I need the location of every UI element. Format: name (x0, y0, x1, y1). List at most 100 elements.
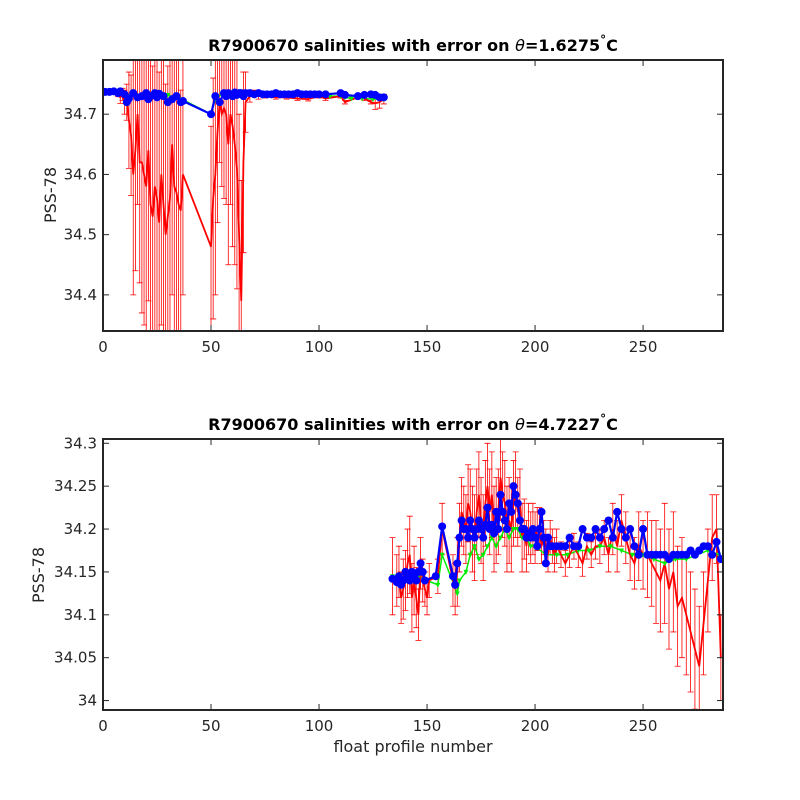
bottom-calibrated-point (535, 525, 544, 534)
bottom-calibrated-point (626, 525, 635, 534)
top-calibrated-point (360, 90, 369, 99)
bottom-calibrated-point (412, 576, 421, 585)
bottom-mapped-point (463, 569, 469, 575)
bottom-calibrated-point (600, 525, 609, 534)
bottom-calibrated-point (591, 525, 600, 534)
bottom-plot-marks (388, 439, 723, 710)
bottom-mapped-point (662, 561, 668, 567)
bottom-mapped-point (493, 544, 499, 550)
bottom-mapped-point (480, 552, 486, 558)
bottom-mapped-point (476, 557, 482, 563)
bottom-calibrated-point (608, 533, 617, 542)
top-calibrated-point (340, 90, 349, 99)
bottom-y-tick-label: 34.15 (54, 563, 97, 581)
top-y-tick-label: 34.5 (64, 226, 97, 244)
bottom-x-tick-label: 200 (521, 717, 550, 735)
top-panel: R7900670 salinities with error on θ=1.62… (41, 33, 724, 356)
bottom-axes-box (102, 438, 724, 711)
top-calibrated-point (159, 92, 168, 101)
bottom-calibrated-point (464, 533, 473, 542)
bottom-panel: R7900670 salinities with error on θ=4.72… (29, 412, 724, 756)
bottom-calibrated-point (505, 499, 514, 508)
bottom-calibrated-point (587, 533, 596, 542)
bottom-calibrated-point (515, 516, 524, 525)
top-calibrated-point (172, 92, 181, 101)
top-calibrated-point (124, 94, 133, 103)
bottom-calibrated-point (474, 516, 483, 525)
bottom-calibrated-point (479, 533, 488, 542)
bottom-y-tick-label: 34.3 (64, 434, 97, 452)
bottom-calibrated-point (461, 525, 470, 534)
bottom-mapped-point (586, 548, 592, 554)
bottom-calibrated-point (418, 567, 427, 576)
top-calibrated-point (215, 98, 224, 107)
bottom-calibrated-point (630, 542, 639, 551)
top-axis-ticks: 0 50 100 150 200 250 34.4 34.5 34.6 34.7 (64, 60, 723, 356)
bottom-mapped-point (439, 552, 445, 558)
bottom-calibrated-point (716, 555, 723, 564)
top-x-tick-label: 150 (413, 338, 442, 356)
bottom-calibrated-point (565, 533, 574, 542)
bottom-mapped-point (472, 544, 478, 550)
top-chart-title: R7900670 salinities with error on θ=1.62… (208, 33, 618, 55)
top-y-tick-label: 34.4 (64, 286, 97, 304)
bottom-calibrated-point (466, 516, 475, 525)
bottom-calibrated-point (639, 525, 648, 534)
bottom-calibrated-point (416, 559, 425, 568)
bottom-calibrated-point (513, 499, 522, 508)
bottom-mapped-point (618, 548, 624, 554)
bottom-y-axis-label: PSS-78 (29, 547, 48, 603)
bottom-calibrated-point (613, 507, 622, 516)
top-x-tick-label: 200 (521, 338, 550, 356)
bottom-calibrated-point (470, 533, 479, 542)
bottom-y-tick-label: 34.05 (54, 649, 97, 667)
bottom-mapped-point (497, 535, 503, 541)
bottom-axis-ticks: 0 50 100 150 200 250 34 34.05 34.1 34.15 34.2 34.25… (54, 434, 723, 735)
bottom-calibrated-point (420, 576, 429, 585)
bottom-mapped-point (456, 578, 462, 584)
bottom-calibrated-point (578, 525, 587, 534)
bottom-calibrated-point (448, 572, 457, 581)
bottom-calibrated-point (453, 559, 462, 568)
bottom-y-tick-label: 34 (78, 692, 97, 710)
bottom-x-tick-label: 100 (305, 717, 334, 735)
bottom-mapped-point (435, 582, 441, 588)
bottom-calibrated-point (533, 542, 542, 551)
bottom-mapped-point (608, 544, 614, 550)
bottom-calibrated-point (496, 490, 505, 499)
bottom-calibrated-point (487, 520, 496, 529)
bottom-mapped-point (564, 552, 570, 558)
bottom-calibrated-point (457, 516, 466, 525)
top-axes-box (102, 59, 724, 332)
top-plot-marks (103, 60, 388, 331)
bottom-calibrated-point (500, 516, 509, 525)
bottom-x-tick-label: 150 (413, 717, 442, 735)
bottom-calibrated-point (604, 516, 613, 525)
bottom-calibrated-point (541, 559, 550, 568)
bottom-mapped-point (597, 544, 603, 550)
bottom-calibrated-point (451, 580, 460, 589)
bottom-calibrated-point (595, 533, 604, 542)
top-plot-area (103, 60, 723, 331)
top-y-tick-label: 34.6 (64, 165, 97, 183)
bottom-calibrated-point (528, 525, 537, 534)
bottom-mapped-point (510, 527, 516, 533)
bottom-mapped-point (629, 552, 635, 558)
top-x-tick-label: 0 (98, 338, 108, 356)
bottom-calibrated-point (494, 525, 503, 534)
top-calibrated-point (207, 110, 216, 119)
bottom-calibrated-point (483, 503, 492, 512)
bottom-calibrated-point (703, 542, 712, 551)
bottom-y-tick-label: 34.1 (64, 606, 97, 624)
top-calibrated-point (353, 92, 362, 101)
bottom-x-tick-label: 0 (98, 717, 108, 735)
bottom-y-tick-label: 34.2 (64, 520, 97, 538)
top-y-tick-label: 34.7 (64, 105, 97, 123)
bottom-calibrated-point (712, 537, 721, 546)
bottom-x-axis-label: float profile number (333, 737, 493, 756)
top-calibrated-point (379, 93, 388, 102)
bottom-mapped-point (454, 591, 460, 597)
bottom-calibrated-point (502, 525, 511, 534)
bottom-calibrated-point (621, 533, 630, 542)
